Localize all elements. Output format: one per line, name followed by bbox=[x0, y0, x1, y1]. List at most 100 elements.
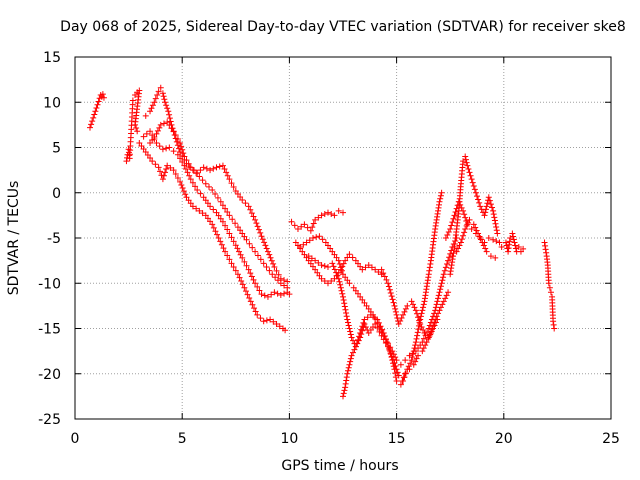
data-point bbox=[434, 316, 441, 323]
data-point bbox=[232, 220, 239, 227]
data-point bbox=[160, 172, 167, 179]
data-point bbox=[257, 315, 264, 322]
data-point bbox=[153, 139, 160, 146]
data-point bbox=[166, 115, 173, 122]
data-point bbox=[221, 165, 228, 172]
data-point bbox=[262, 242, 269, 249]
data-point bbox=[427, 261, 434, 268]
data-point bbox=[432, 304, 439, 311]
data-point bbox=[380, 270, 387, 277]
data-point bbox=[314, 269, 321, 276]
data-point bbox=[316, 272, 323, 279]
data-point bbox=[476, 233, 483, 240]
data-point bbox=[498, 244, 505, 251]
series-mid-3 bbox=[297, 233, 460, 368]
data-point bbox=[402, 370, 409, 377]
series-late-2 bbox=[449, 216, 499, 261]
data-point bbox=[410, 361, 417, 368]
data-point bbox=[462, 225, 469, 232]
data-point bbox=[178, 181, 185, 188]
series-late-1 bbox=[447, 153, 501, 278]
data-point bbox=[413, 335, 420, 342]
data-point bbox=[167, 118, 174, 125]
data-point bbox=[264, 248, 271, 255]
data-point bbox=[392, 305, 399, 312]
y-tick-label: -25 bbox=[38, 412, 61, 428]
data-point bbox=[392, 308, 399, 315]
data-point bbox=[468, 225, 475, 232]
data-point bbox=[140, 133, 147, 140]
data-point bbox=[383, 276, 390, 283]
data-point bbox=[168, 125, 175, 132]
series-late-4 bbox=[498, 230, 527, 255]
data-point bbox=[451, 212, 458, 219]
data-point bbox=[511, 239, 518, 246]
data-point bbox=[342, 257, 349, 264]
data-point bbox=[91, 111, 98, 118]
data-point bbox=[149, 132, 156, 139]
y-tick-label: 5 bbox=[52, 141, 61, 157]
data-point bbox=[248, 210, 255, 217]
data-point bbox=[196, 173, 203, 180]
data-point bbox=[551, 325, 558, 332]
data-point bbox=[268, 257, 275, 264]
data-point bbox=[209, 187, 216, 194]
data-point bbox=[219, 162, 226, 169]
data-point bbox=[249, 244, 256, 251]
data-point bbox=[413, 310, 420, 317]
data-point bbox=[463, 159, 470, 166]
data-point bbox=[243, 262, 250, 269]
data-points bbox=[87, 84, 558, 400]
x-tick-label: 20 bbox=[495, 431, 513, 447]
data-point bbox=[425, 334, 432, 341]
data-point bbox=[343, 313, 350, 320]
data-point bbox=[491, 214, 498, 221]
data-point bbox=[309, 263, 316, 270]
data-point bbox=[250, 213, 257, 220]
data-point bbox=[254, 283, 261, 290]
data-point bbox=[258, 233, 265, 240]
data-point bbox=[365, 262, 372, 269]
series-track-4 bbox=[136, 139, 289, 334]
data-point bbox=[228, 234, 235, 241]
data-point bbox=[342, 306, 349, 313]
data-point bbox=[457, 239, 464, 246]
data-point bbox=[437, 195, 444, 202]
data-point bbox=[391, 366, 398, 373]
data-point bbox=[362, 323, 369, 330]
data-point bbox=[394, 369, 401, 376]
data-point bbox=[550, 321, 557, 328]
data-point bbox=[340, 271, 346, 278]
data-point bbox=[382, 336, 389, 343]
data-point bbox=[247, 298, 254, 305]
data-point bbox=[436, 289, 443, 296]
data-point bbox=[437, 192, 444, 199]
data-point bbox=[214, 194, 221, 201]
data-point bbox=[392, 374, 399, 381]
data-point bbox=[512, 242, 519, 249]
data-point bbox=[490, 211, 497, 218]
data-point bbox=[391, 302, 398, 309]
data-point bbox=[470, 182, 477, 189]
data-point bbox=[455, 245, 462, 252]
data-point bbox=[148, 105, 155, 112]
x-tick-label: 0 bbox=[71, 431, 80, 447]
data-point bbox=[187, 200, 194, 207]
data-point bbox=[281, 277, 288, 284]
data-point bbox=[427, 331, 434, 338]
data-point bbox=[544, 259, 551, 266]
data-point bbox=[347, 355, 354, 362]
data-point bbox=[372, 320, 379, 327]
data-point bbox=[469, 179, 476, 186]
data-point bbox=[383, 339, 390, 346]
data-point bbox=[178, 143, 185, 150]
data-point bbox=[445, 228, 452, 235]
data-point bbox=[210, 206, 217, 213]
data-point bbox=[485, 194, 492, 201]
data-point bbox=[459, 161, 466, 168]
data-point bbox=[456, 242, 463, 249]
data-point bbox=[157, 168, 164, 175]
data-point bbox=[313, 234, 320, 241]
data-point bbox=[416, 317, 423, 324]
y-tick-label: 0 bbox=[52, 186, 61, 202]
